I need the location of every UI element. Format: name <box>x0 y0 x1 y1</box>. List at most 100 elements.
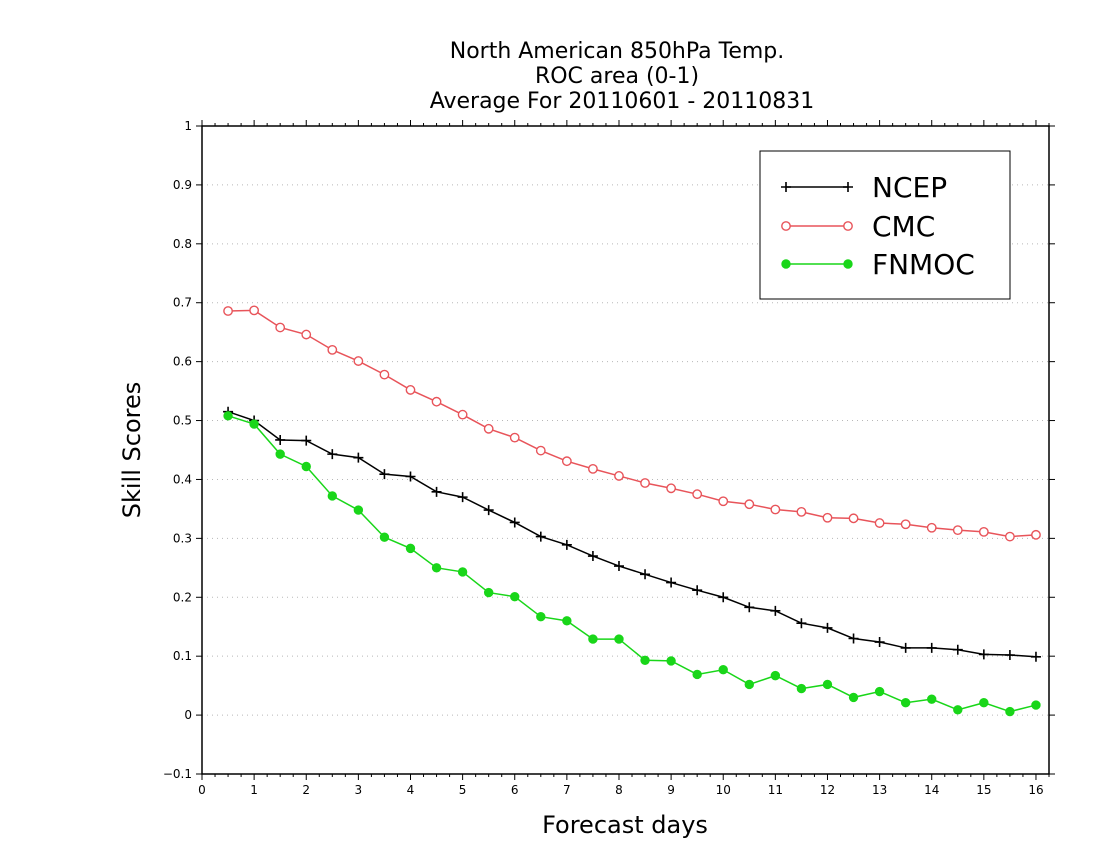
legend-marker-fnmoc <box>781 259 791 269</box>
data-point-cmc <box>614 471 624 481</box>
x-tick-label: 10 <box>716 783 731 797</box>
data-point-cmc <box>822 512 833 523</box>
data-point-ncep <box>483 505 494 516</box>
data-point-ncep <box>822 622 833 633</box>
x-tick-label: 7 <box>563 783 571 797</box>
x-tick-label: 0 <box>198 783 206 797</box>
y-tick-label: 0.4 <box>173 472 192 486</box>
data-point-ncep <box>640 569 651 580</box>
y-tick-label: 0.5 <box>173 414 192 428</box>
legend-label-cmc: CMC <box>872 210 935 243</box>
legend-label-fnmoc: FNMOC <box>872 248 975 281</box>
title-line-1: North American 850hPa Temp. <box>450 39 785 64</box>
data-point-ncep <box>509 517 520 528</box>
data-point-ncep <box>535 531 546 542</box>
x-tick-label: 11 <box>768 783 783 797</box>
data-point-fnmoc <box>614 634 624 644</box>
legend-box <box>759 150 1011 300</box>
data-point-fnmoc <box>353 505 364 515</box>
data-point-fnmoc <box>327 491 338 501</box>
data-point-fnmoc <box>249 419 259 429</box>
title-line-2: ROC area (0-1) <box>535 64 699 89</box>
data-point-ncep <box>431 486 442 497</box>
data-point-fnmoc <box>979 698 989 708</box>
legend-marker-ncep <box>781 182 791 192</box>
data-point-fnmoc <box>457 567 468 577</box>
data-point-ncep <box>1004 650 1015 661</box>
x-tick-label: 16 <box>1028 783 1043 797</box>
data-point-ncep <box>770 605 781 616</box>
data-point-ncep <box>613 561 624 572</box>
y-axis-title: Skill Scores <box>118 382 146 519</box>
data-point-ncep <box>926 642 937 653</box>
legend: NCEP CMC FNMOC <box>759 150 1011 300</box>
y-tick-label: 0 <box>184 708 192 722</box>
data-point-fnmoc <box>796 683 807 694</box>
data-point-fnmoc <box>223 411 233 421</box>
legend-marker-ncep <box>843 182 853 192</box>
data-point-cmc <box>431 396 442 407</box>
series-fnmoc <box>223 411 1041 717</box>
x-axis-title: Forecast days <box>542 811 708 839</box>
data-point-fnmoc <box>588 634 598 644</box>
x-tick-label: 9 <box>667 783 675 797</box>
title-line-3: Average For 20110601 - 20110831 <box>430 89 815 114</box>
x-tick-label: 5 <box>459 783 467 797</box>
y-tick-label: 0.3 <box>173 531 192 545</box>
y-tick-label: 0.6 <box>173 355 192 369</box>
data-point-fnmoc <box>536 612 546 622</box>
data-point-cmc <box>848 513 859 524</box>
data-point-cmc <box>978 526 989 537</box>
data-point-fnmoc <box>562 616 572 626</box>
y-tick-label: 1 <box>184 119 192 133</box>
data-point-ncep <box>327 449 338 460</box>
x-tick-label: 12 <box>820 783 835 797</box>
data-point-cmc <box>535 445 546 456</box>
data-point-cmc <box>744 499 755 510</box>
data-point-ncep <box>744 602 755 613</box>
data-point-fnmoc <box>379 532 390 542</box>
data-point-ncep <box>405 471 416 482</box>
data-point-fnmoc <box>874 686 885 697</box>
data-point-cmc <box>353 356 364 366</box>
chart-title: North American 850hPa Temp. ROC area (0-… <box>430 39 815 114</box>
series-cmc <box>223 305 1041 542</box>
data-point-fnmoc <box>822 679 833 690</box>
x-tick-label: 1 <box>250 783 258 797</box>
data-point-fnmoc <box>953 705 963 715</box>
axis-ticks: −0.100.10.20.30.40.50.60.70.80.910 1 2 3 4 5 6… <box>163 119 1055 797</box>
data-point-ncep <box>978 649 989 660</box>
data-point-cmc <box>588 463 598 474</box>
data-point-ncep <box>379 469 390 480</box>
data-point-ncep <box>275 434 286 445</box>
data-point-cmc <box>301 329 312 340</box>
data-point-cmc <box>379 369 390 380</box>
data-point-ncep <box>587 551 598 562</box>
data-point-fnmoc <box>692 669 702 680</box>
series-ncep <box>223 406 1041 662</box>
x-tick-label: 3 <box>355 783 363 797</box>
data-point-ncep <box>457 492 468 503</box>
data-point-cmc <box>1005 531 1015 542</box>
data-point-cmc <box>640 478 650 488</box>
data-point-fnmoc <box>275 449 285 459</box>
y-tick-label: 0.9 <box>173 178 192 192</box>
series-lines <box>223 305 1041 717</box>
data-point-cmc <box>483 423 494 434</box>
series-line-fnmoc <box>227 415 1037 713</box>
x-tick-label: 4 <box>407 783 415 797</box>
legend-marker-cmc <box>781 221 791 231</box>
data-point-fnmoc <box>1031 700 1041 710</box>
data-point-ncep <box>848 633 859 644</box>
data-point-ncep <box>1030 651 1041 662</box>
data-point-ncep <box>796 618 807 629</box>
data-point-fnmoc <box>666 656 676 666</box>
data-point-fnmoc <box>927 694 937 704</box>
data-point-fnmoc <box>718 665 728 675</box>
plot-area <box>201 125 1050 775</box>
y-tick-label: −0.1 <box>163 767 192 781</box>
data-point-fnmoc <box>900 698 911 708</box>
data-point-fnmoc <box>640 655 650 666</box>
y-tick-label: 0.8 <box>173 237 192 251</box>
